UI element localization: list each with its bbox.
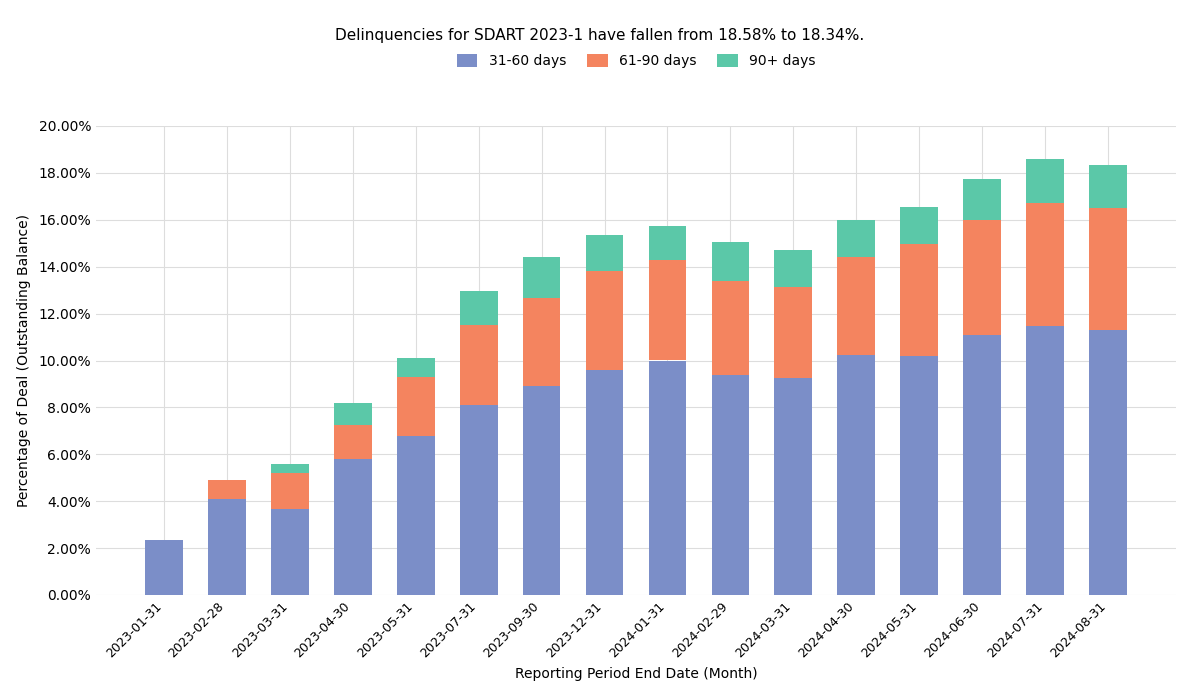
Bar — [145, 540, 182, 595]
Bar — [208, 480, 246, 499]
Legend: 31-60 days, 61-90 days, 90+ days: 31-60 days, 61-90 days, 90+ days — [451, 48, 821, 74]
Bar — [208, 499, 246, 595]
Bar — [838, 220, 875, 258]
Bar — [838, 258, 875, 355]
Bar — [1090, 208, 1127, 330]
Y-axis label: Percentage of Deal (Outstanding Balance): Percentage of Deal (Outstanding Balance) — [18, 214, 31, 507]
Bar — [712, 281, 749, 374]
Bar — [586, 235, 624, 272]
Bar — [1026, 326, 1064, 595]
Text: Delinquencies for SDART 2023-1 have fallen from 18.58% to 18.34%.: Delinquencies for SDART 2023-1 have fall… — [335, 28, 865, 43]
Bar — [900, 244, 938, 356]
Bar — [774, 251, 812, 286]
Bar — [648, 260, 686, 360]
Bar — [838, 355, 875, 595]
Bar — [964, 220, 1001, 335]
Bar — [334, 459, 372, 595]
Bar — [271, 510, 308, 595]
X-axis label: Reporting Period End Date (Month): Reporting Period End Date (Month) — [515, 667, 757, 681]
Bar — [460, 291, 498, 326]
Bar — [460, 326, 498, 405]
Bar — [964, 178, 1001, 220]
Bar — [648, 360, 686, 595]
Bar — [648, 225, 686, 260]
Bar — [523, 386, 560, 595]
Bar — [1026, 159, 1064, 204]
Bar — [900, 356, 938, 595]
Bar — [900, 207, 938, 244]
Bar — [586, 370, 624, 595]
Bar — [964, 335, 1001, 595]
Bar — [712, 374, 749, 595]
Bar — [523, 258, 560, 298]
Bar — [271, 463, 308, 473]
Bar — [586, 272, 624, 370]
Bar — [271, 473, 308, 510]
Bar — [397, 377, 434, 435]
Bar — [397, 358, 434, 377]
Bar — [1026, 204, 1064, 326]
Bar — [1090, 164, 1127, 208]
Bar — [334, 425, 372, 459]
Bar — [774, 286, 812, 378]
Bar — [774, 378, 812, 595]
Bar — [397, 435, 434, 595]
Bar — [460, 405, 498, 595]
Bar — [334, 402, 372, 425]
Bar — [523, 298, 560, 386]
Bar — [1090, 330, 1127, 595]
Bar — [712, 242, 749, 281]
